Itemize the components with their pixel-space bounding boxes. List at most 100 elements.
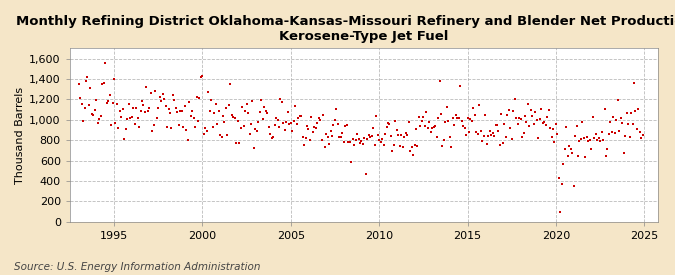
Point xyxy=(194,95,205,100)
Point xyxy=(221,106,232,110)
Point xyxy=(409,143,420,147)
Point xyxy=(342,123,352,127)
Point xyxy=(561,125,572,129)
Point xyxy=(434,79,445,83)
Point xyxy=(433,116,443,121)
Point xyxy=(545,126,556,131)
Point xyxy=(602,147,613,151)
Point xyxy=(511,116,522,120)
Point xyxy=(449,123,460,127)
Point xyxy=(124,101,134,106)
Point xyxy=(543,108,554,112)
Point xyxy=(82,75,93,79)
Point xyxy=(287,128,298,133)
Point xyxy=(390,119,401,123)
Point xyxy=(266,135,277,140)
Point xyxy=(405,149,416,153)
Point xyxy=(589,136,599,140)
Point xyxy=(431,134,442,139)
Point xyxy=(148,123,159,128)
Point xyxy=(333,122,344,126)
Point xyxy=(536,107,547,111)
Point xyxy=(531,117,542,122)
Point xyxy=(310,125,321,130)
Point xyxy=(403,120,414,124)
Point xyxy=(271,116,281,120)
Point xyxy=(219,120,230,124)
Point xyxy=(608,115,619,119)
Point xyxy=(272,118,283,122)
Point xyxy=(468,105,479,110)
Point xyxy=(430,123,441,128)
Point xyxy=(479,134,489,138)
Point xyxy=(535,117,545,121)
Point xyxy=(529,122,539,127)
Point xyxy=(533,136,543,140)
Point xyxy=(354,141,365,145)
Point xyxy=(247,99,258,103)
Point xyxy=(605,120,616,124)
Point xyxy=(464,130,475,134)
Point xyxy=(157,92,168,96)
Point xyxy=(352,131,362,136)
Point xyxy=(209,111,219,115)
Point xyxy=(242,111,253,116)
Point xyxy=(522,101,533,106)
Point xyxy=(400,130,411,135)
Point xyxy=(379,131,390,136)
Point xyxy=(525,108,536,112)
Point xyxy=(259,104,269,109)
Point xyxy=(487,130,498,135)
Point xyxy=(192,119,203,123)
Title: Monthly Refining District Oklahoma-Kansas-Missouri Refinery and Blender Net Prod: Monthly Refining District Oklahoma-Kansa… xyxy=(16,15,675,43)
Point xyxy=(163,107,174,111)
Point xyxy=(200,126,211,131)
Point xyxy=(275,97,286,101)
Point xyxy=(508,108,518,113)
Point xyxy=(392,128,402,132)
Point xyxy=(134,124,144,129)
Point xyxy=(173,122,184,127)
Point xyxy=(303,126,314,131)
Point xyxy=(493,129,504,134)
Point xyxy=(166,126,177,131)
Point xyxy=(185,113,196,118)
Point xyxy=(135,109,146,113)
Point xyxy=(446,145,457,149)
Point xyxy=(385,133,396,138)
Point xyxy=(176,109,187,113)
Point xyxy=(92,121,103,125)
Point xyxy=(172,110,183,114)
Point xyxy=(277,100,288,104)
Point xyxy=(268,135,279,140)
Point xyxy=(232,119,243,123)
Point xyxy=(423,126,433,130)
Point xyxy=(335,135,346,139)
Point xyxy=(151,116,162,120)
Point xyxy=(595,138,605,143)
Point xyxy=(620,134,630,138)
Point xyxy=(329,118,340,122)
Point xyxy=(540,123,551,127)
Point xyxy=(84,103,95,107)
Point xyxy=(101,101,112,105)
Point xyxy=(415,124,426,128)
Point xyxy=(201,129,212,133)
Point xyxy=(78,119,88,123)
Point xyxy=(374,138,385,142)
Point xyxy=(171,106,182,110)
Point xyxy=(252,129,263,134)
Point xyxy=(97,82,107,86)
Point xyxy=(555,209,566,214)
Point xyxy=(324,142,335,147)
Point xyxy=(560,147,570,151)
Point xyxy=(309,125,320,129)
Point xyxy=(521,120,532,124)
Point xyxy=(556,182,567,186)
Point xyxy=(440,120,451,124)
Point xyxy=(524,123,535,128)
Point xyxy=(125,116,136,120)
Point xyxy=(304,138,315,142)
Point xyxy=(76,101,87,106)
Point xyxy=(580,155,591,159)
